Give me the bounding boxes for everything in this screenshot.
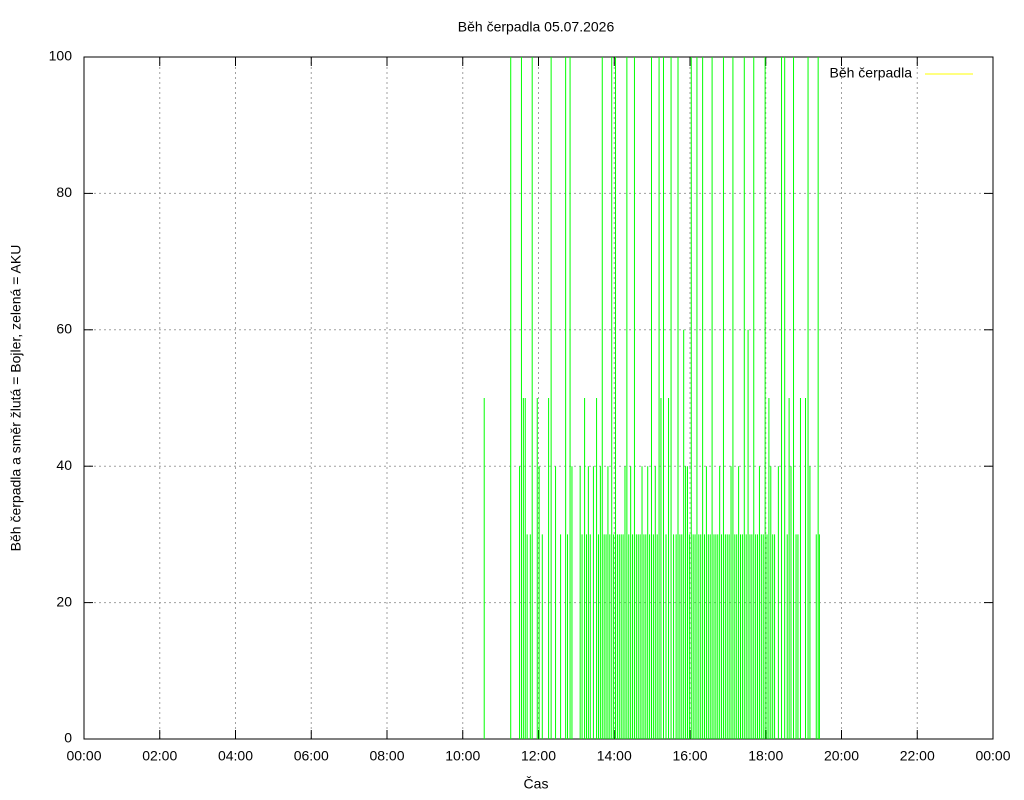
x-tick-label: 06:00 <box>294 748 329 764</box>
x-tick-label: 08:00 <box>369 748 404 764</box>
x-tick-label: 04:00 <box>218 748 253 764</box>
y-tick-label: 100 <box>49 48 73 64</box>
x-tick-label: 14:00 <box>597 748 632 764</box>
x-tick-label: 00:00 <box>975 748 1010 764</box>
y-tick-label: 20 <box>56 593 72 609</box>
y-tick-label: 80 <box>56 184 72 200</box>
x-tick-label: 00:00 <box>66 748 101 764</box>
x-tick-label: 10:00 <box>445 748 480 764</box>
plot-frame <box>83 56 994 740</box>
y-tick-label: 0 <box>64 730 72 746</box>
legend-label: Běh čerpadla <box>829 65 912 81</box>
y-tick-label: 40 <box>56 457 72 473</box>
x-tick-label: 22:00 <box>900 748 935 764</box>
y-axis-label: Běh čerpadla a směr žlutá = Bojler, zele… <box>8 245 24 552</box>
x-tick-label: 12:00 <box>521 748 556 764</box>
x-tick-label: 16:00 <box>672 748 707 764</box>
chart-title: Běh čerpadla 05.07.2026 <box>458 19 615 35</box>
x-tick-label: 20:00 <box>824 748 859 764</box>
x-tick-label: 02:00 <box>142 748 177 764</box>
x-tick-label: 18:00 <box>748 748 783 764</box>
x-axis-label: Čas <box>524 776 549 792</box>
y-tick-label: 60 <box>56 321 72 337</box>
